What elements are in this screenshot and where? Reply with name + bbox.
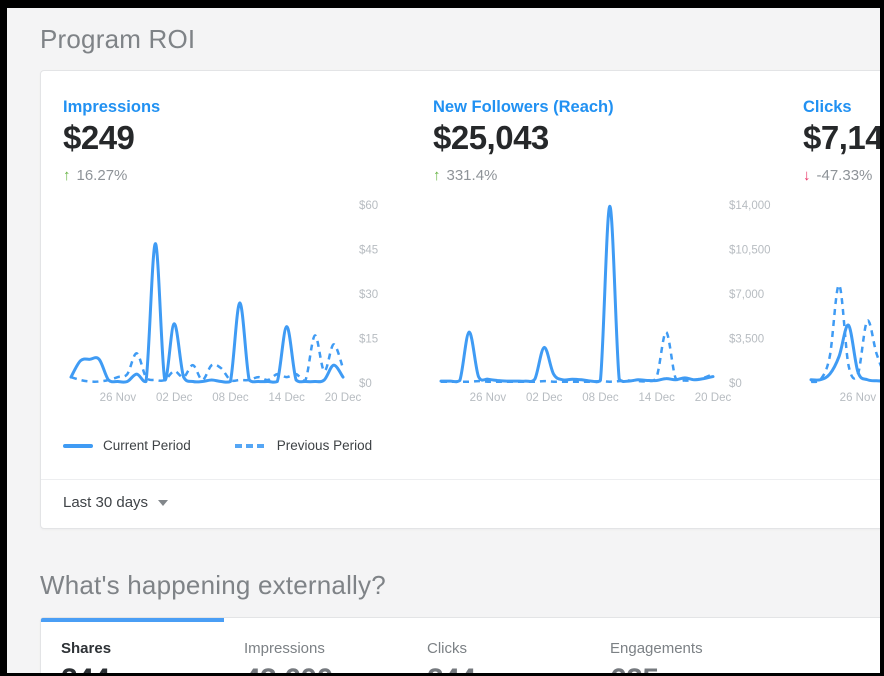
svg-text:$10,500: $10,500 xyxy=(729,245,771,257)
svg-text:02 Dec: 02 Dec xyxy=(156,392,193,404)
active-tab-indicator xyxy=(41,618,224,622)
tab-shares[interactable]: Shares 244 xyxy=(41,622,224,673)
delta-text: 16.27% xyxy=(76,167,128,184)
tab-clicks-value: 244 xyxy=(427,663,590,673)
period-selector-label: Last 30 days xyxy=(63,494,149,511)
tab-impressions-value: 43,600 xyxy=(244,663,407,673)
new-followers-link[interactable]: New Followers (Reach) xyxy=(433,98,614,116)
legend-current-label: Current Period xyxy=(103,438,191,453)
tab-clicks[interactable]: Clicks 244 xyxy=(407,622,590,673)
svg-text:$30: $30 xyxy=(359,289,378,301)
metric-column-new-followers: New Followers (Reach) $25,043 ↑ 331.4% $1… xyxy=(433,91,773,501)
impressions-link[interactable]: Impressions xyxy=(63,98,161,116)
impressions-value: $249 xyxy=(63,119,135,156)
svg-text:$0: $0 xyxy=(729,378,742,390)
svg-text:$60: $60 xyxy=(359,200,378,212)
roi-card-footer: Last 30 days xyxy=(41,479,880,528)
svg-text:02 Dec: 02 Dec xyxy=(526,392,563,404)
tab-shares-value: 244 xyxy=(61,663,224,673)
clicks-delta: ↓ -47.33% xyxy=(803,167,872,184)
clicks-link[interactable]: Clicks xyxy=(803,98,852,116)
svg-text:$7,000: $7,000 xyxy=(729,289,764,301)
svg-text:26 Nov: 26 Nov xyxy=(840,392,877,404)
page: Program ROI Impressions $249 ↑ 16.27% $60… xyxy=(7,8,880,673)
new-followers-chart: $14,000 $10,500 $7,000 $3,500 $0 26 Nov 02 Dec… xyxy=(439,200,771,404)
tab-impressions[interactable]: Impressions 43,600 xyxy=(224,622,407,673)
svg-text:20 Dec: 20 Dec xyxy=(325,392,362,404)
svg-text:26 Nov: 26 Nov xyxy=(470,392,507,404)
trend-down-icon: ↓ xyxy=(803,167,811,184)
clicks-value: $7,14 xyxy=(803,119,880,156)
legend-previous-label: Previous Period xyxy=(276,438,373,453)
svg-text:14 Dec: 14 Dec xyxy=(639,392,676,404)
new-followers-delta: ↑ 331.4% xyxy=(433,167,497,184)
tab-clicks-label: Clicks xyxy=(427,640,467,657)
tab-engagements-value: 625 xyxy=(610,663,773,673)
legend-previous-period: Previous Period xyxy=(234,438,373,453)
svg-text:$45: $45 xyxy=(359,245,378,257)
svg-text:$3,500: $3,500 xyxy=(729,334,764,346)
svg-text:26 Nov: 26 Nov xyxy=(100,392,137,404)
svg-text:$15: $15 xyxy=(359,334,378,346)
period-selector-dropdown[interactable]: Last 30 days xyxy=(63,494,169,511)
page-title: Program ROI xyxy=(40,24,196,54)
legend-current-period: Current Period xyxy=(63,438,191,453)
dashed-line-icon xyxy=(234,443,267,448)
trend-up-icon: ↑ xyxy=(63,167,71,184)
external-section-title: What's happening externally? xyxy=(40,570,386,600)
svg-text:14 Dec: 14 Dec xyxy=(269,392,306,404)
svg-text:08 Dec: 08 Dec xyxy=(212,392,249,404)
metric-column-impressions: Impressions $249 ↑ 16.27% $60 $45 $30 $15 $0 2… xyxy=(63,91,403,501)
svg-text:$0: $0 xyxy=(359,378,372,390)
new-followers-value: $25,043 xyxy=(433,119,549,156)
chevron-down-icon xyxy=(158,499,169,506)
delta-text: -47.33% xyxy=(816,167,873,184)
tab-shares-label: Shares xyxy=(61,640,112,657)
trend-up-icon: ↑ xyxy=(433,167,441,184)
impressions-chart: $60 $45 $30 $15 $0 26 Nov 02 Dec 08 Dec 14 Dec 20… xyxy=(69,200,378,404)
roi-card: Impressions $249 ↑ 16.27% $60 $45 $30 $15 $0 2… xyxy=(40,70,880,529)
impressions-delta: ↑ 16.27% xyxy=(63,167,127,184)
svg-text:$14,000: $14,000 xyxy=(729,200,771,212)
tab-impressions-label: Impressions xyxy=(244,640,325,657)
chart-legend: Current Period Previous Period xyxy=(63,438,372,453)
svg-text:08 Dec: 08 Dec xyxy=(582,392,619,404)
tab-engagements-label: Engagements xyxy=(610,640,703,657)
svg-text:20 Dec: 20 Dec xyxy=(695,392,732,404)
delta-text: 331.4% xyxy=(446,167,498,184)
solid-line-icon xyxy=(63,443,93,448)
external-tabs: Shares 244 Impressions 43,600 Clicks 244… xyxy=(41,618,880,673)
tab-engagements[interactable]: Engagements 625 xyxy=(590,622,773,673)
external-stats-card: Shares 244 Impressions 43,600 Clicks 244… xyxy=(40,617,880,673)
